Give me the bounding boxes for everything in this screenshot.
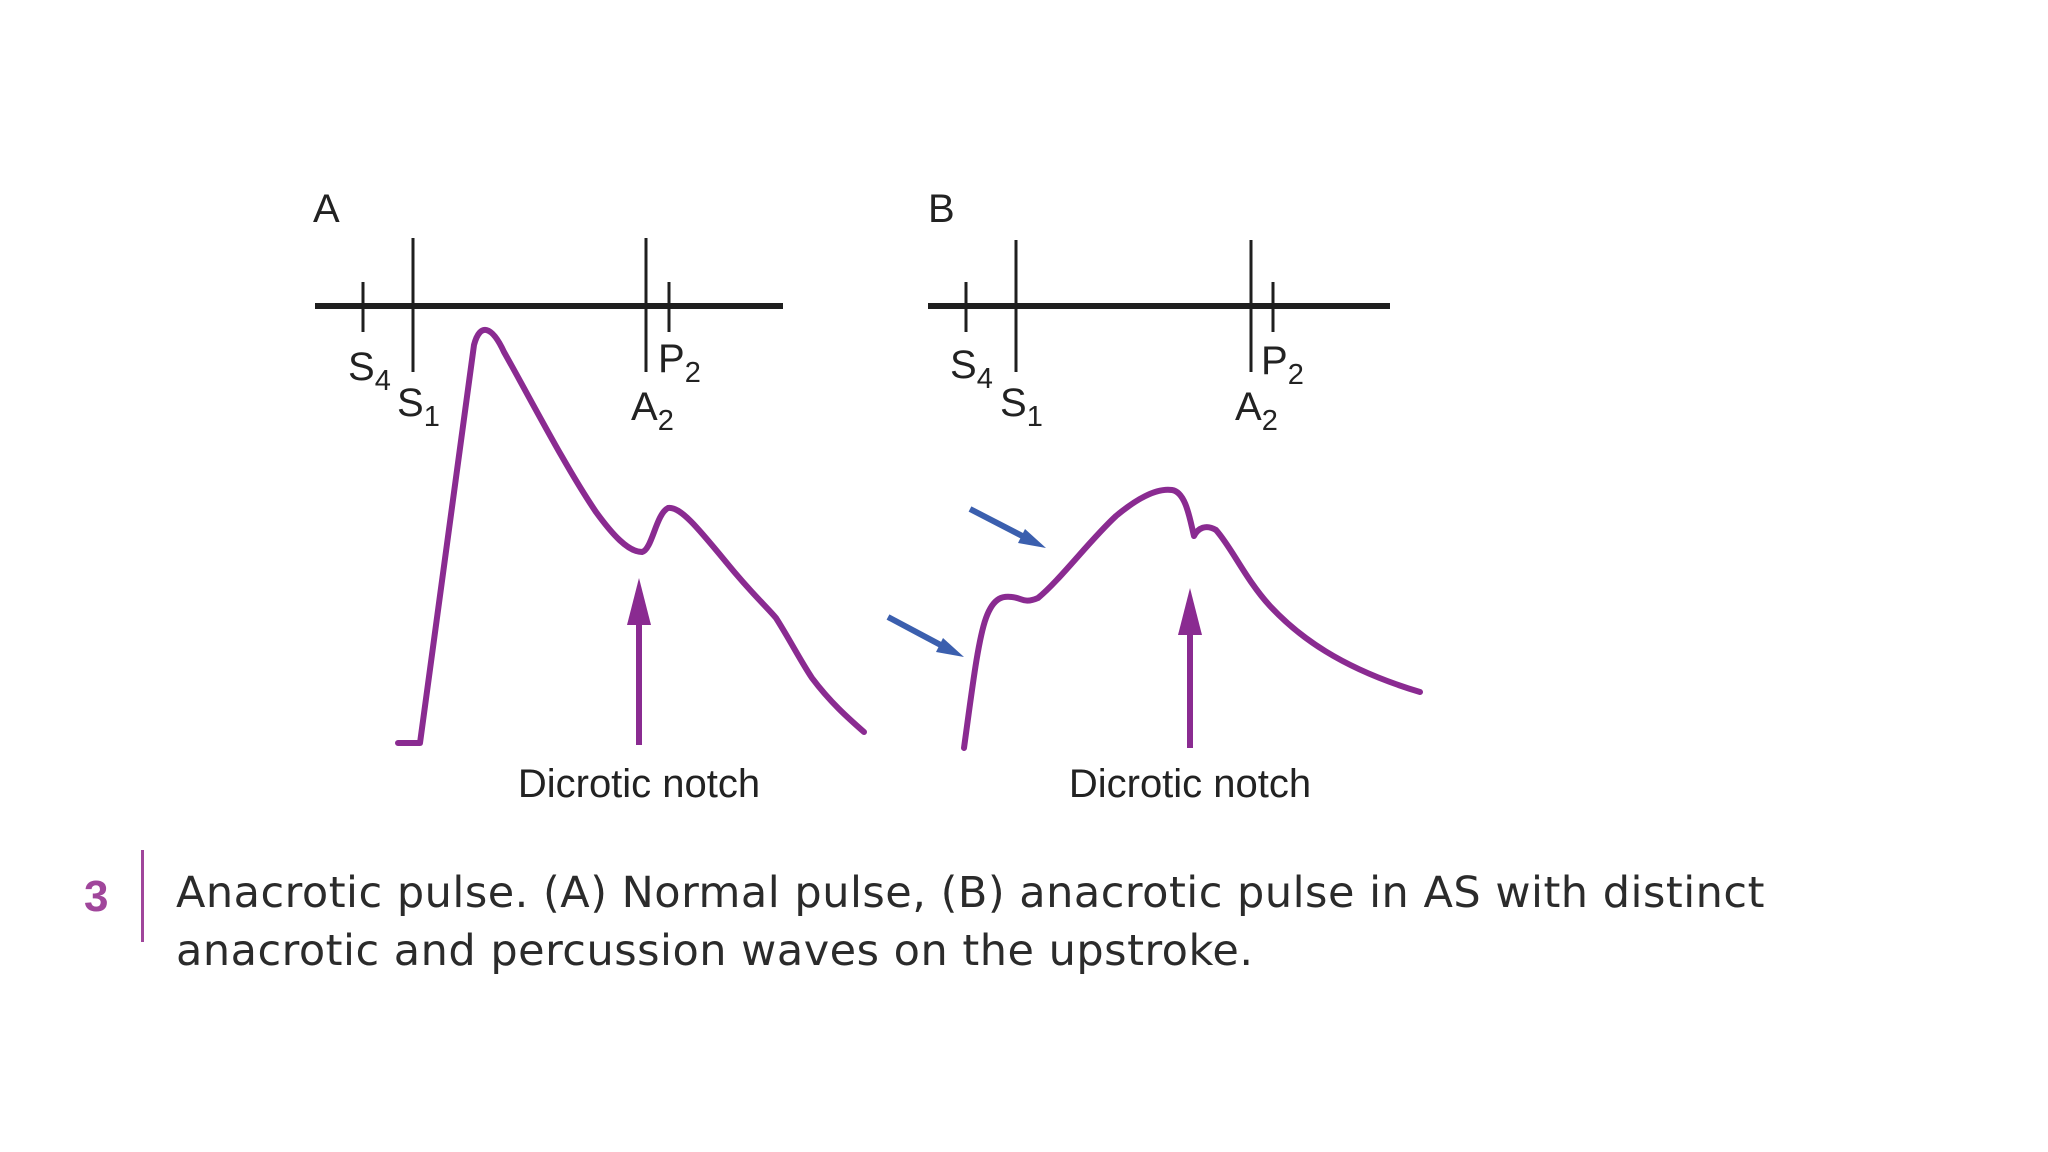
panel-a-s4-label: S4 <box>348 345 391 397</box>
anacrotic-wave-arrow-head <box>936 638 964 657</box>
caption-line-2: anacrotic and percussion waves on the up… <box>176 926 1254 976</box>
percussion-wave-arrow-head <box>1018 529 1046 548</box>
figure-number: 3 <box>84 872 109 921</box>
panel-b-pulse-waveform <box>961 486 1423 751</box>
caption-line-1: Anacrotic pulse. (A) Normal pulse, (B) a… <box>176 868 1765 918</box>
panel-b-s1-label: S1 <box>1000 381 1043 433</box>
panel-a-notch-arrow-head <box>627 578 651 625</box>
panel-b-notch-label: Dicrotic notch <box>1069 762 1311 806</box>
panel-b-s4-label: S4 <box>950 343 993 395</box>
panel-a-p2-label: P2 <box>658 337 701 389</box>
panel-a-label: A <box>313 187 340 231</box>
panel-a-pulse-waveform <box>395 326 867 746</box>
panel-b-notch-arrow-head <box>1178 588 1202 635</box>
pulse-diagram: A S4 S1 P2 A2 Dicrotic notch B <box>313 187 1423 806</box>
caption-text: Anacrotic pulse. (A) Normal pulse, (B) a… <box>176 864 1956 980</box>
figure-caption: 3 Anacrotic pulse. (A) Normal pulse, (B)… <box>84 850 1984 980</box>
panel-b-label: B <box>928 187 955 231</box>
panel-b: B S4 S1 P2 A2 Dicrotic notch <box>886 187 1423 806</box>
panel-a: A S4 S1 P2 A2 Dicrotic notch <box>313 187 867 806</box>
panel-a-notch-label: Dicrotic notch <box>518 762 760 806</box>
panel-b-p2-label: P2 <box>1261 339 1304 391</box>
panel-a-s1-label: S1 <box>397 381 440 433</box>
panel-a-a2-label: A2 <box>631 385 674 437</box>
caption-divider <box>141 850 144 942</box>
panel-b-a2-label: A2 <box>1235 385 1278 437</box>
